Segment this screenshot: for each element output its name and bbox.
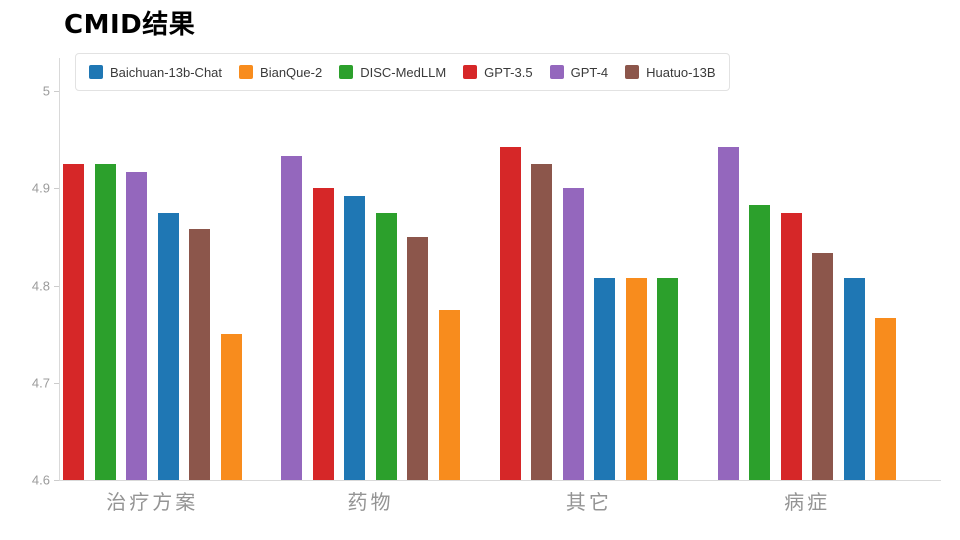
legend-item-bianque-2: BianQue-2 [239,65,322,80]
x-category-label-病症: 病症 [784,490,831,514]
y-tick-label: 4.6 [31,472,50,488]
bar-bianque-2 [875,317,897,480]
legend-item-gpt-3-5: GPT-3.5 [463,64,533,80]
chart-title: CMID结果 [64,10,196,40]
legend-swatch-icon [549,65,564,79]
legend-item-disc-medllm: DISC-MedLLM [339,65,446,80]
bar-gpt-3-5 [499,147,521,480]
bar-disc-medllm [657,277,679,480]
y-tick-mark [54,91,59,92]
legend-swatch-icon [239,65,254,79]
bar-gpt-3-5 [63,163,84,480]
y-tick-label: 5 [42,83,50,99]
y-tick-label: 4.9 [31,180,50,196]
legend-label: GPT-4 [570,64,609,80]
legend-item-gpt-4: GPT-4 [549,64,609,80]
bar-gpt-4 [717,147,739,480]
legend-swatch-icon [625,65,640,79]
bar-gpt-4 [126,171,147,480]
legend-label: Huatuo-13B [646,64,716,80]
plot-area [59,91,941,480]
y-tick-mark [54,382,59,384]
bar-baichuan-13b-chat [594,277,616,480]
y-tick-mark [54,188,59,190]
bar-baichuan-13b-chat [157,212,179,480]
legend-item-baichuan-13b-chat: Baichuan-13b-Chat [89,65,222,80]
bar-group-治疗方案 [63,91,242,480]
legend-swatch-icon [89,65,103,79]
bar-gpt-3-5 [312,188,334,480]
bar-bianque-2 [438,309,460,480]
legend-item-huatuo-13b: Huatuo-13B [625,64,716,80]
legend-swatch-icon [463,65,478,79]
bar-baichuan-13b-chat [344,196,366,480]
y-tick-mark [54,285,59,287]
x-category-label-治疗方案: 治疗方案 [106,490,199,514]
bar-group-病症 [717,91,897,480]
bar-gpt-3-5 [780,212,802,480]
bar-huatuo-13b [531,163,553,480]
x-category-label-其它: 其它 [565,490,612,514]
bar-huatuo-13b [189,229,210,480]
bar-huatuo-13b [407,236,429,480]
legend-swatch-icon [339,65,354,79]
bar-disc-medllm [375,212,397,480]
bar-disc-medllm [749,204,771,480]
legend-label: BianQue-2 [260,64,323,80]
legend-label: DISC-MedLLM [360,64,447,80]
bar-bianque-2 [220,334,242,480]
bar-disc-medllm [94,163,116,480]
bar-group-其它 [499,91,679,480]
x-axis-line [59,480,941,481]
bar-huatuo-13b [812,253,834,480]
legend-label: GPT-3.5 [484,64,533,80]
legend-label: Baichuan-13b-Chat [110,64,223,80]
bar-bianque-2 [625,277,647,480]
y-axis-line [59,58,60,480]
x-category-label-药物: 药物 [347,490,394,514]
y-tick-label: 4.7 [31,375,50,391]
legend: Baichuan-13b-Chat BianQue-2 DISC-MedLLM GPT… [75,53,730,91]
y-tick-label: 4.8 [31,278,50,293]
bar-gpt-4 [281,156,303,480]
bar-gpt-4 [562,188,584,480]
y-tick-mark [54,480,59,481]
bar-baichuan-13b-chat [843,277,865,480]
bar-group-药物 [281,91,460,480]
